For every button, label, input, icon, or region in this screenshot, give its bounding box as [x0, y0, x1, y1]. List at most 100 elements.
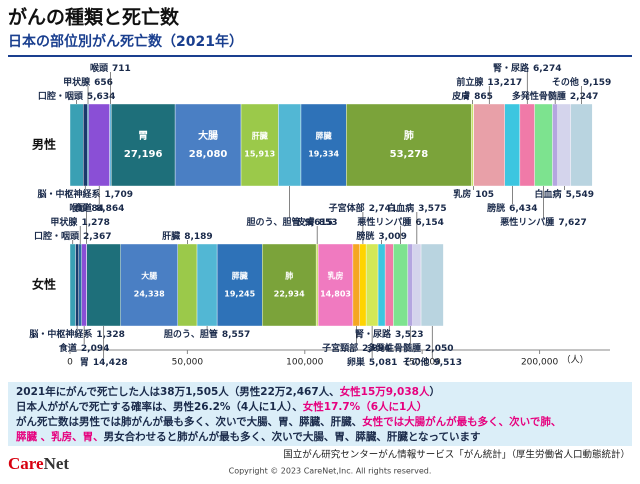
bar-segment: [87, 104, 89, 186]
segment-name: 口腔・咽頭: [34, 230, 80, 242]
segment-name: 腎・尿路: [355, 328, 392, 340]
note-run: 日本人ががんで死亡する確率は、男性26.2%（4人に1人）、: [16, 400, 303, 413]
bar-segment: [82, 244, 87, 326]
segment-name: 乳房: [453, 188, 471, 200]
segment-value: 9,513: [433, 358, 461, 368]
bar-segment: [535, 104, 553, 186]
bar-segment: [360, 244, 366, 326]
note-run: 2021年にがんで死亡した人は38万1,505人（男性22万2,467人、: [16, 385, 340, 398]
bar-segment: [393, 244, 407, 326]
segment-name: 膀胱: [486, 202, 505, 214]
segment-value: 9,159: [583, 78, 611, 88]
bar-segment: [197, 244, 217, 326]
segment-value: 865: [474, 92, 493, 102]
note-line: 2021年にがんで死亡した人は38万1,505人（男性22万2,467人、女性1…: [16, 385, 440, 398]
segment-name: 肺: [285, 271, 293, 281]
segment-value: 2,050: [425, 344, 453, 354]
segment-name: 皮膚: [296, 216, 315, 228]
segment-value: 27,196: [124, 149, 163, 160]
bar-segment: [110, 104, 112, 186]
segment-name: 肺: [404, 129, 414, 142]
segment-callout: 皮膚 865: [451, 90, 493, 102]
segment-value: 22,934: [274, 290, 305, 299]
bar-segment: [474, 104, 505, 186]
segment-name: 前立腺: [456, 76, 484, 88]
bar-segment: [366, 244, 378, 326]
segment-name: 食道: [58, 342, 77, 354]
segment-value: 24,338: [134, 290, 165, 299]
note-line: 膵臓 、乳房、胃、男女合わせると肺がんが最も多く、次いで大腸、胃、膵臓、肝臓とな…: [16, 430, 481, 443]
segment-name: 卵巣: [347, 356, 366, 368]
segment-name: 甲状腺: [50, 216, 78, 228]
segment-name: 肝臓: [252, 131, 268, 141]
category-label: 男性: [32, 137, 56, 152]
segment-name: 膀胱: [355, 230, 374, 242]
category-label: 女性: [32, 277, 56, 292]
segment-name: 肝臓: [162, 230, 180, 242]
x-tick-label: 100,000: [286, 358, 323, 368]
segment-value: 6,274: [533, 64, 561, 74]
logo: CareNet: [8, 454, 69, 473]
segment-name: 腎・尿路: [493, 62, 530, 74]
segment-value: 6,434: [509, 204, 537, 214]
segment-value: 2,367: [83, 232, 111, 242]
bar-segment: [83, 104, 87, 186]
bar-segment: [175, 104, 241, 186]
segment-callout: 脳・中枢神経系 1,328: [28, 328, 124, 340]
segment-value: 15,913: [244, 150, 275, 159]
segment-value: 5,081: [369, 358, 397, 368]
segment-name: 喉頭: [69, 202, 88, 214]
segment-value: 3,575: [418, 204, 446, 214]
bar-segment: [316, 244, 318, 326]
segment-value: 13,217: [487, 78, 522, 88]
segment-name: 多発性骨髄腫: [512, 90, 566, 102]
bar-segment: [413, 244, 421, 326]
copyright: Copyright © 2023 CareNet,Inc. All rights…: [229, 467, 432, 476]
bar-segment: [505, 104, 520, 186]
segment-name: 胆のう、胆管: [246, 216, 300, 228]
note-run: 女性17.7%（6人に1人）: [303, 400, 428, 413]
segment-name: 子宮体部: [329, 202, 365, 214]
segment-name: 皮膚: [451, 90, 470, 102]
segment-name: 胆のう、胆管: [164, 328, 218, 340]
segment-name: 脳・中枢神経系: [36, 188, 100, 200]
segment-callout: 胆のう、胆管 8,557: [164, 328, 250, 340]
bar-segment: [121, 244, 178, 326]
bar-segment: [241, 104, 278, 186]
note-run: 女性15万9,038人: [340, 385, 430, 398]
segment-name: 白血病: [535, 188, 562, 200]
x-tick-label: 0: [67, 358, 73, 368]
source: 国立がん研究センターがん情報サービス「がん統計」（厚生労働省人口動態統計）: [283, 449, 630, 461]
segment-name: 大腸: [141, 271, 157, 281]
segment-name: 胃: [138, 130, 148, 142]
title: がんの種類と死亡数: [8, 6, 180, 29]
bar-segment: [558, 104, 571, 186]
segment-value: 14,428: [93, 358, 128, 368]
bar-segment: [178, 244, 197, 326]
segment-value: 1,328: [96, 330, 124, 340]
note-line: 日本人ががんで死亡する確率は、男性26.2%（4人に1人）、女性17.7%（6人…: [16, 400, 427, 413]
segment-name: 胃: [80, 357, 89, 368]
segment-value: 5,634: [87, 92, 115, 102]
bar-segment: [378, 244, 385, 326]
segment-name: その他: [402, 356, 429, 368]
segment-name: 脳・中枢神経系: [28, 328, 92, 340]
logo-net: Net: [44, 454, 70, 473]
segment-callout: 膀胱 6,434: [486, 202, 537, 214]
segment-value: 8,557: [222, 330, 250, 340]
segment-name: 甲状腺: [63, 76, 91, 88]
note-run: 膵臓 、乳房、胃、: [16, 430, 104, 443]
x-axis-unit: （人）: [562, 355, 589, 366]
segment-value: 19,245: [224, 290, 255, 299]
